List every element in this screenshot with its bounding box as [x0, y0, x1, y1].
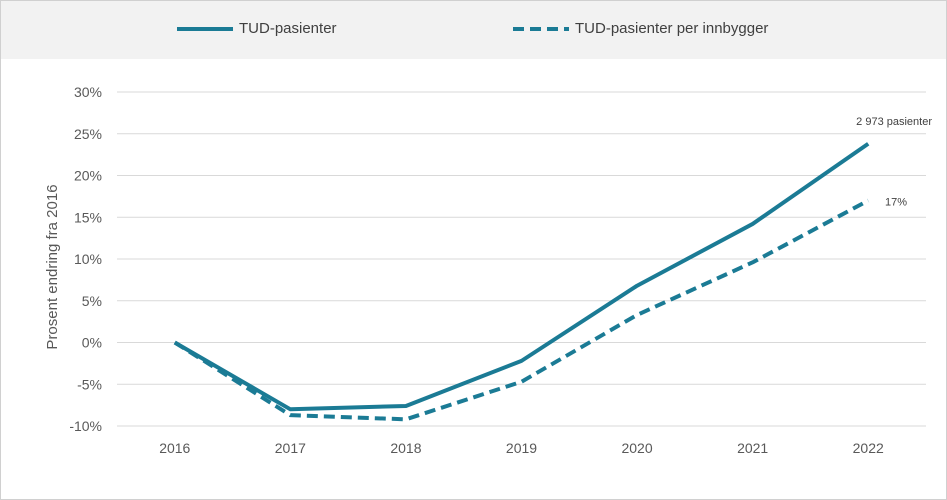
x-tick-label: 2021: [737, 440, 768, 456]
y-tick-label: 20%: [74, 168, 102, 184]
legend-dashed-line-icon: [513, 26, 569, 31]
x-tick-label: 2019: [506, 440, 537, 456]
x-tick-label: 2018: [390, 440, 421, 456]
series-line-dashed: [173, 198, 870, 422]
y-tick-label: 0%: [82, 335, 102, 351]
y-tick-label: 5%: [82, 293, 102, 309]
x-tick-label: 2017: [275, 440, 306, 456]
y-axis-title: Prosent endring fra 2016: [44, 184, 61, 349]
y-tick-label: 15%: [74, 209, 102, 225]
x-tick-label: 2020: [621, 440, 652, 456]
data-label-per-capita: 17%: [885, 197, 907, 209]
data-label-patients: 2 973 pasienter: [856, 116, 932, 128]
x-tick-label: 2022: [853, 440, 884, 456]
y-tick-label: 30%: [74, 84, 102, 100]
y-tick-label: 25%: [74, 126, 102, 142]
legend-item-dashed: TUD-pasienter per innbygger: [513, 20, 768, 37]
y-tick-label: -10%: [69, 418, 102, 434]
legend: TUD-pasienter TUD-pasienter per innbygge…: [1, 1, 946, 59]
y-tick-label: 10%: [74, 251, 102, 267]
legend-label-dashed: TUD-pasienter per innbygger: [575, 20, 769, 37]
legend-item-solid: TUD-pasienter: [177, 20, 337, 37]
legend-label-solid: TUD-pasienter: [239, 20, 337, 37]
series-line-solid: [173, 142, 870, 412]
x-tick-label: 2016: [159, 440, 190, 456]
legend-solid-line-icon: [177, 26, 233, 31]
y-tick-label: -5%: [77, 376, 102, 392]
